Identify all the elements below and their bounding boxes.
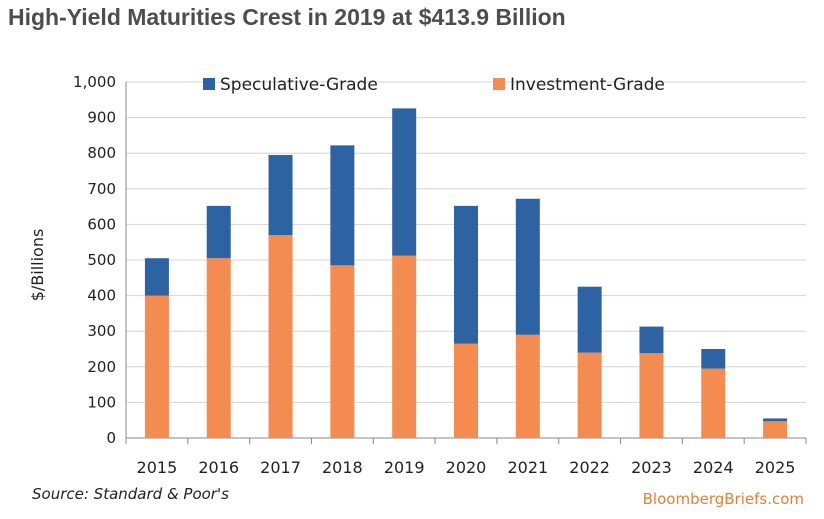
y-tick-label: 0 xyxy=(106,429,116,447)
bar-speculative-grade xyxy=(454,205,478,344)
bar-investment-grade xyxy=(701,368,726,438)
bar-investment-grade xyxy=(763,421,788,438)
y-tick-label: 900 xyxy=(87,109,116,127)
bar-speculative-grade xyxy=(701,349,726,369)
y-tick-label: 400 xyxy=(87,287,116,305)
bar-speculative-grade xyxy=(639,326,664,354)
y-axis-label: $/Billions xyxy=(28,229,47,302)
legend-swatch xyxy=(493,78,505,90)
legend-label: Investment-Grade xyxy=(510,75,665,95)
x-tick-label: 2015 xyxy=(137,458,178,477)
x-tick-label: 2024 xyxy=(693,458,734,477)
bar-investment-grade xyxy=(577,352,602,438)
x-tick-label: 2017 xyxy=(260,458,301,477)
bar-speculative-grade xyxy=(763,418,788,422)
x-tick-label: 2018 xyxy=(322,458,363,477)
x-tick-label: 2022 xyxy=(569,458,610,477)
bar-speculative-grade xyxy=(392,108,417,256)
y-tick-label: 1,000 xyxy=(73,73,116,91)
bar-investment-grade xyxy=(454,343,478,438)
chart-title: High-Yield Maturities Crest in 2019 at $… xyxy=(8,4,566,30)
y-tick-label: 500 xyxy=(87,251,116,269)
x-tick-label: 2020 xyxy=(446,458,487,477)
bar-investment-grade xyxy=(392,255,417,438)
bar-investment-grade xyxy=(268,235,293,438)
bar-investment-grade xyxy=(206,258,231,438)
bar-speculative-grade xyxy=(515,198,540,335)
bar-speculative-grade xyxy=(268,154,293,236)
x-tick-label: 2023 xyxy=(631,458,672,477)
bar-speculative-grade xyxy=(144,258,169,296)
y-tick-label: 700 xyxy=(87,180,116,198)
x-tick-label: 2025 xyxy=(755,458,796,477)
y-tick-label: 100 xyxy=(87,393,116,411)
bar-speculative-grade xyxy=(330,145,355,266)
y-tick-label: 300 xyxy=(87,322,116,340)
brand-link[interactable]: BloombergBriefs.com xyxy=(642,490,804,508)
bar-investment-grade xyxy=(515,334,540,438)
bar-speculative-grade xyxy=(577,286,602,353)
x-tick-label: 2016 xyxy=(198,458,239,477)
x-tick-label: 2021 xyxy=(507,458,548,477)
bar-investment-grade xyxy=(330,265,355,438)
bar-investment-grade xyxy=(639,353,664,438)
bar-speculative-grade xyxy=(206,205,231,259)
bar-investment-grade xyxy=(144,295,169,438)
y-tick-label: 800 xyxy=(87,144,116,162)
y-tick-label: 200 xyxy=(87,358,116,376)
x-tick-label: 2019 xyxy=(384,458,425,477)
y-tick-label: 600 xyxy=(87,215,116,233)
legend-swatch xyxy=(203,78,215,90)
legend-label: Speculative-Grade xyxy=(220,75,378,95)
source-note: Source: Standard & Poor's xyxy=(32,485,229,503)
